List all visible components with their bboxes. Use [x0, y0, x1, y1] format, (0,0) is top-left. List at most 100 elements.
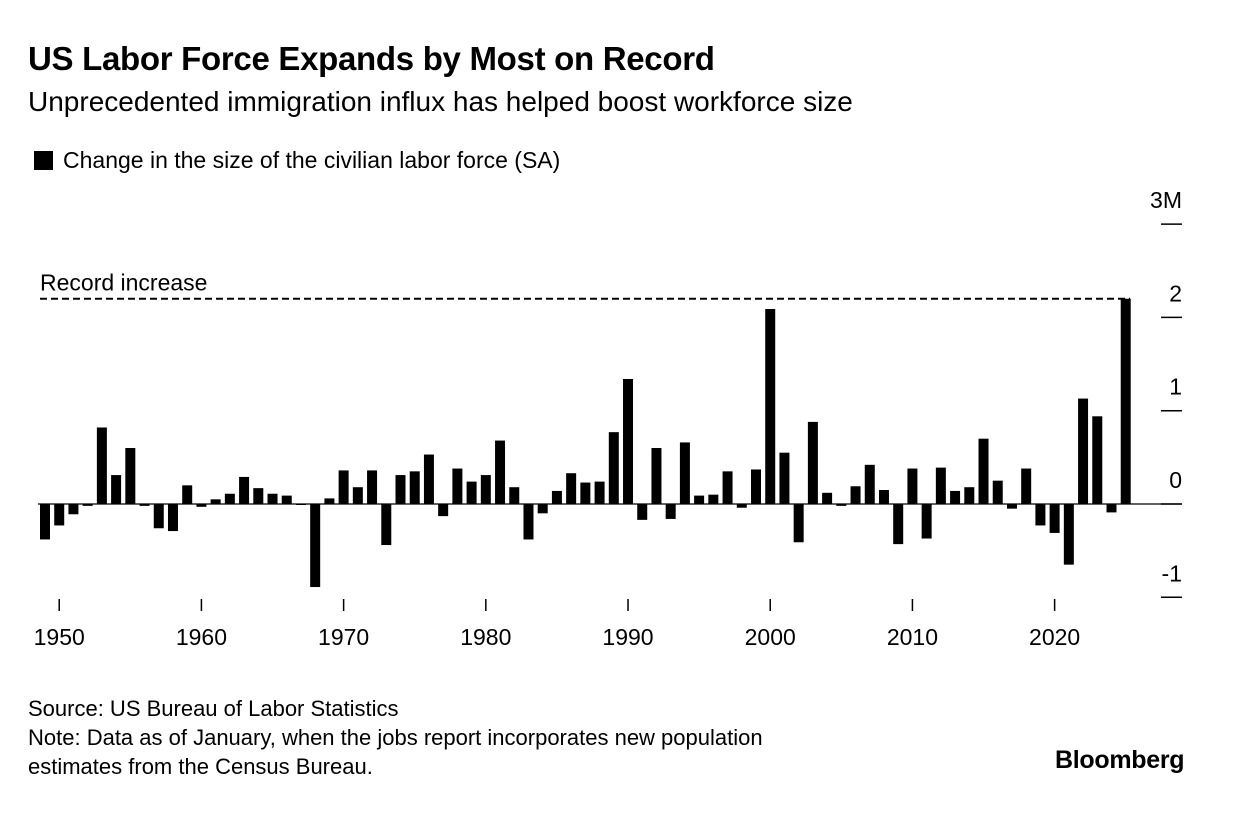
chart-subtitle: Unprecedented immigration influx has hel…	[28, 86, 853, 117]
bar-1953	[96, 427, 107, 504]
bar-2004	[822, 492, 833, 504]
bar-1968	[310, 504, 321, 588]
legend-swatch	[34, 151, 53, 170]
bar-2007	[864, 464, 875, 504]
bar-1987	[580, 482, 591, 504]
bar-1961	[210, 499, 221, 504]
bar-1950	[54, 504, 65, 526]
bar-2011	[921, 504, 932, 539]
bar-1998	[736, 504, 747, 508]
bar-2020	[1049, 504, 1060, 533]
bar-1962	[224, 493, 235, 504]
x-tick-label-2020: 2020	[1029, 624, 1080, 650]
bar-1999	[751, 469, 761, 504]
bar-2010	[907, 468, 918, 504]
bar-1976	[423, 454, 434, 504]
bar-1956	[139, 504, 150, 506]
note-line-1: Note: Data as of January, when the jobs …	[28, 725, 763, 750]
bar-1959	[182, 485, 193, 504]
source-note: Source: US Bureau of Labor Statistics	[28, 696, 399, 721]
bar-2019	[1035, 504, 1046, 526]
bar-1965	[267, 493, 278, 504]
bar-2022	[1078, 398, 1089, 504]
bar-2001	[779, 452, 790, 504]
bar-2024	[1106, 504, 1117, 513]
bar-1996	[708, 494, 719, 504]
chart-title: US Labor Force Expands by Most on Record	[28, 40, 715, 77]
x-tick-label-1960: 1960	[176, 624, 227, 650]
chart-footer: Source: US Bureau of Labor Statistics No…	[28, 694, 763, 781]
bar-1986	[566, 473, 577, 504]
bar-1972	[367, 470, 378, 504]
bar-2025	[1120, 298, 1131, 504]
bar-1967	[295, 504, 306, 505]
x-tick-label-1980: 1980	[460, 624, 511, 650]
bar-2005	[836, 504, 847, 506]
bar-1981	[495, 440, 506, 504]
bar-1969	[324, 498, 335, 504]
bar-2008	[878, 490, 889, 504]
bar-1970	[338, 470, 349, 504]
bar-1995	[694, 495, 705, 504]
bar-1955	[125, 448, 136, 504]
x-tick-label-1950: 1950	[34, 624, 85, 650]
bar-1958	[167, 504, 178, 532]
bar-1954	[111, 475, 122, 504]
bar-1993	[665, 504, 676, 519]
bar-1949	[40, 504, 50, 540]
y-tick-label-2: 2	[1169, 280, 1182, 306]
bar-1982	[509, 487, 520, 504]
bar-1952	[82, 504, 93, 506]
bar-1994	[679, 442, 690, 504]
bar-2014	[964, 487, 975, 504]
bar-2017	[1006, 504, 1017, 509]
x-tick-label-2010: 2010	[887, 624, 938, 650]
bar-1971	[352, 487, 363, 504]
bar-1991	[637, 504, 648, 520]
bar-1973	[381, 504, 392, 546]
bar-2015	[978, 438, 989, 504]
bar-1975	[409, 471, 420, 504]
bar-2018	[1021, 468, 1032, 504]
bar-2006	[850, 486, 861, 504]
bar-1990	[623, 378, 634, 504]
bar-1997	[722, 471, 733, 504]
bar-2013	[950, 490, 961, 504]
bar-2023	[1092, 416, 1103, 504]
x-tick-label-1990: 1990	[602, 624, 653, 650]
bar-1963	[239, 476, 250, 504]
bar-1951	[68, 504, 79, 515]
note-line-2: estimates from the Census Bureau.	[28, 754, 373, 779]
bar-1960	[196, 504, 207, 507]
y-tick-label--1: -1	[1162, 560, 1182, 586]
bar-1985	[551, 490, 562, 504]
x-tick-label-1970: 1970	[318, 624, 369, 650]
bloomberg-logo: Bloomberg	[1055, 746, 1185, 774]
bar-1974	[395, 475, 406, 504]
bar-1988	[594, 481, 605, 504]
y-tick-label-0: 0	[1169, 467, 1182, 493]
bar-1957	[153, 504, 164, 529]
bar-1980	[480, 475, 491, 504]
legend-label: Change in the size of the civilian labor…	[63, 147, 561, 173]
bar-2002	[793, 504, 804, 543]
legend: Change in the size of the civilian labor…	[34, 147, 560, 174]
bar-2003	[807, 421, 818, 504]
x-tick-label-2000: 2000	[745, 624, 796, 650]
bar-2009	[893, 504, 904, 545]
bar-2021	[1063, 504, 1074, 565]
bar-1992	[651, 448, 662, 504]
bar-1977	[438, 504, 449, 517]
bar-1964	[253, 488, 264, 504]
y-tick-label-1: 1	[1169, 374, 1182, 400]
bar-1979	[466, 481, 477, 504]
y-tick-label-3: 3M	[1150, 187, 1182, 213]
bar-1989	[608, 432, 619, 504]
bar-1983	[523, 504, 534, 540]
bar-1966	[281, 495, 292, 504]
bar-1984	[537, 504, 548, 514]
bar-1978	[452, 468, 463, 504]
bar-2000	[765, 309, 776, 504]
bar-2012	[935, 467, 946, 504]
